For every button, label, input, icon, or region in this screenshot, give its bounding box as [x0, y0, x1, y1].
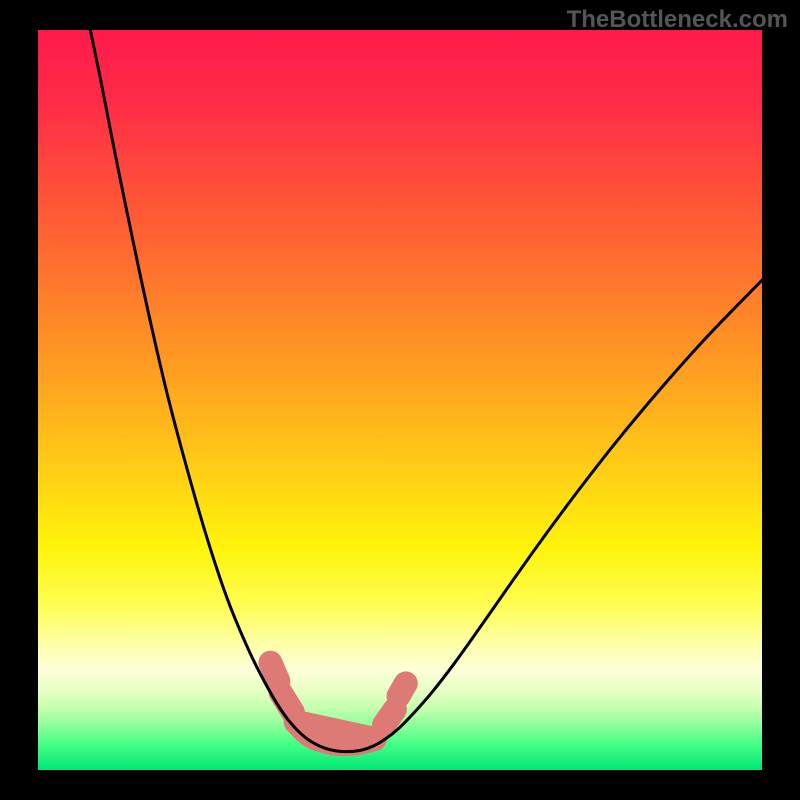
outer-frame [0, 0, 800, 800]
chart-svg [0, 0, 800, 800]
marker-capsule-4 [399, 683, 406, 696]
marker-capsule-0 [270, 663, 278, 682]
marker-capsule-3 [384, 709, 395, 725]
watermark-text: TheBottleneck.com [567, 6, 788, 34]
gradient-background [38, 30, 762, 770]
